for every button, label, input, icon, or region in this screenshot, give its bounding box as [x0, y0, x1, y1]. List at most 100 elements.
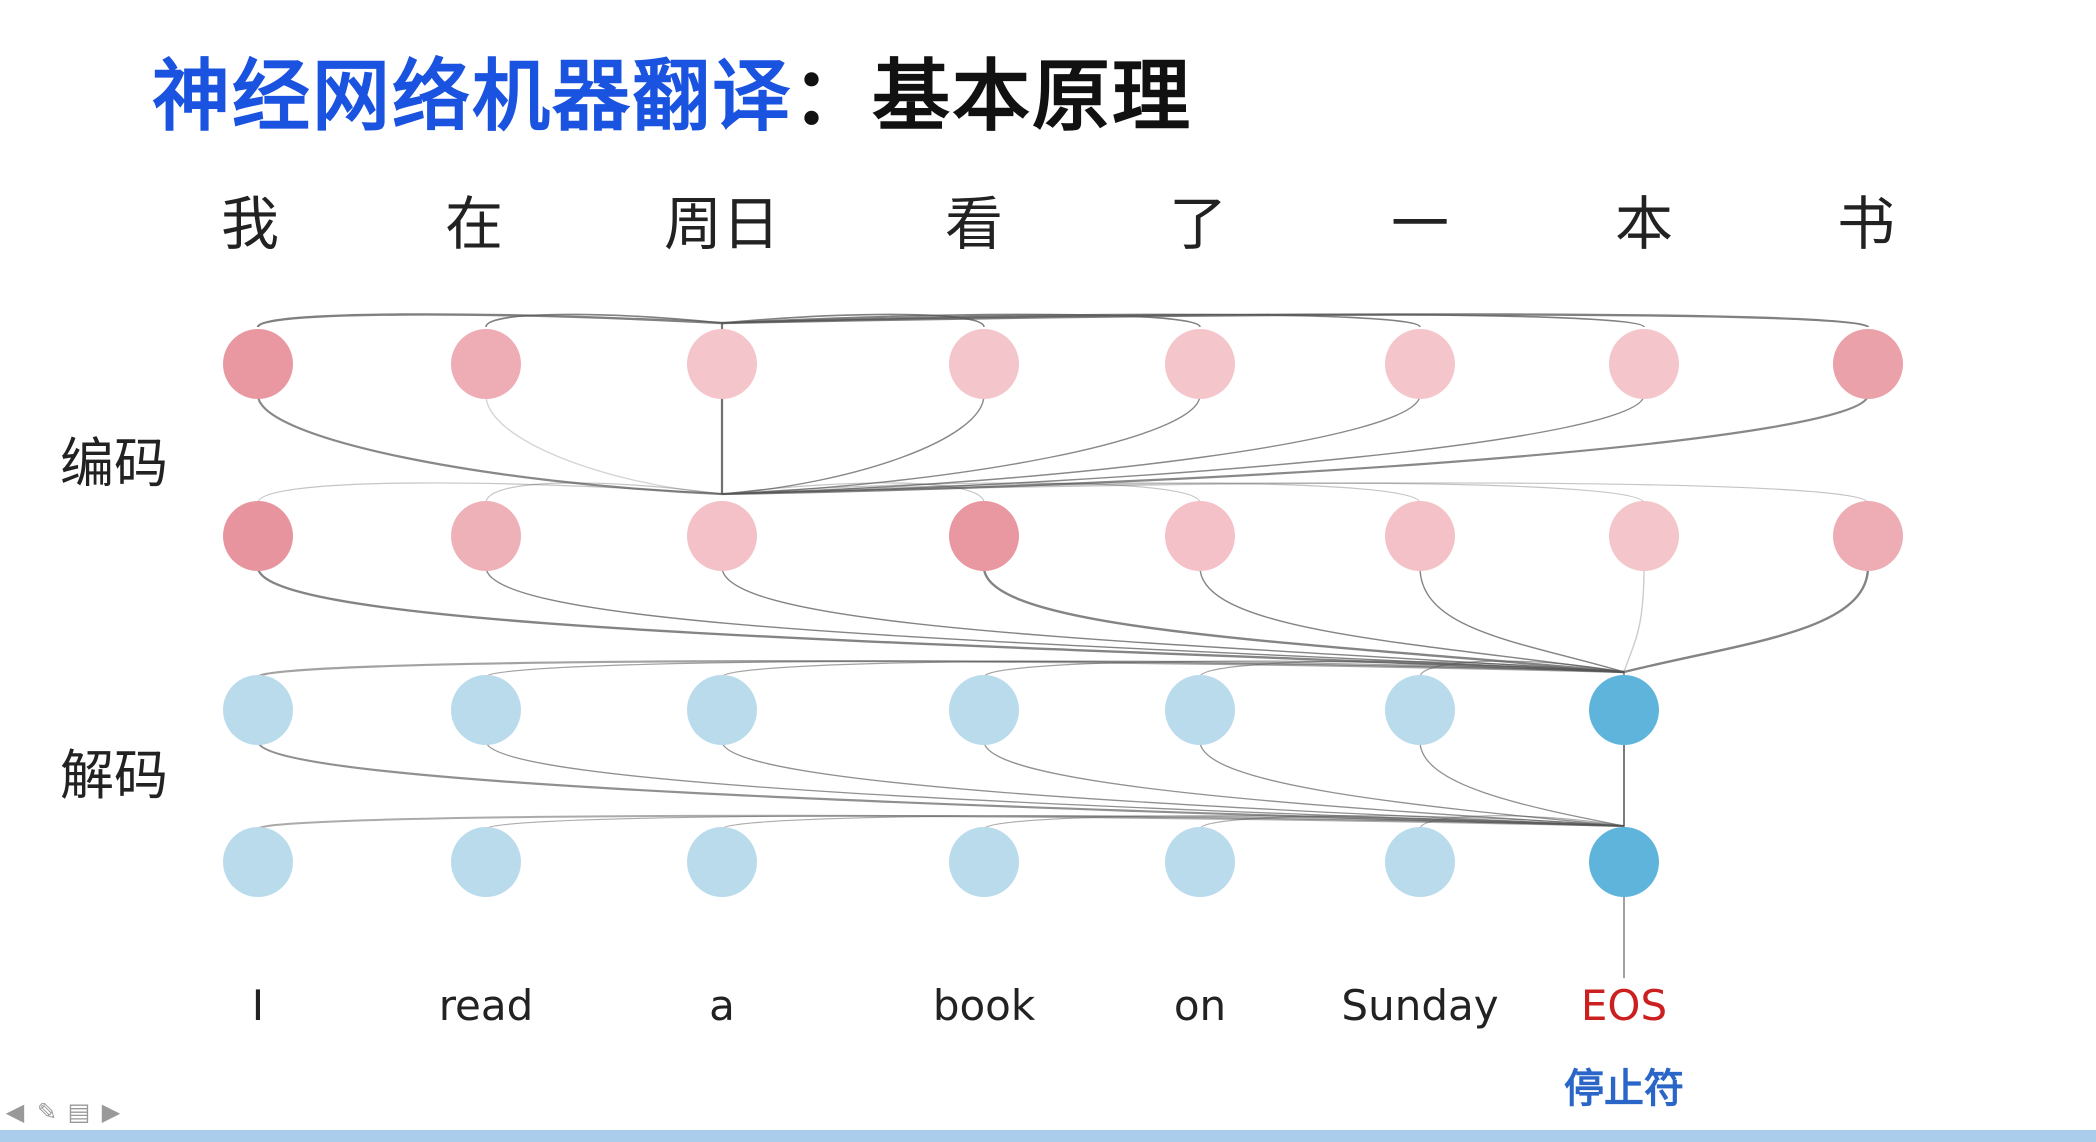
attention-edge	[1199, 660, 1625, 678]
attention-edge	[983, 815, 1625, 830]
attention-edge	[485, 740, 1625, 827]
attention-edge	[485, 313, 723, 328]
source-token: 一	[1391, 190, 1449, 258]
attention-edge	[256, 313, 723, 328]
attention-edge	[1419, 740, 1625, 827]
decoder-node	[949, 675, 1019, 745]
attention-edge	[1623, 566, 1645, 673]
source-token: 周日	[664, 190, 780, 258]
encoder-label: 编码	[60, 432, 168, 495]
attention-edge	[1623, 566, 1870, 674]
attention-edge	[721, 394, 1870, 496]
encoder-node	[1165, 329, 1235, 399]
attention-edge	[721, 482, 1869, 504]
attention-edge	[1419, 566, 1625, 673]
encoder-node	[1385, 501, 1455, 571]
attention-edge	[721, 482, 1201, 504]
decoder-node	[949, 827, 1019, 897]
attention-edge	[721, 394, 1645, 495]
source-token: 本	[1615, 190, 1673, 258]
network-nodes	[223, 329, 1903, 897]
decoder-label: 解码	[60, 744, 168, 807]
encoder-node	[949, 501, 1019, 571]
attention-edge	[485, 482, 723, 504]
attention-edge	[721, 482, 985, 504]
source-token: 了	[1169, 190, 1227, 258]
page-title: 神经网络机器翻译：基本原理	[152, 34, 1192, 146]
attention-edge	[721, 394, 1421, 495]
encoder-node	[949, 329, 1019, 399]
encoder-node	[451, 501, 521, 571]
arrow-right-icon[interactable]: ▶	[101, 1098, 121, 1126]
attention-edge	[257, 814, 1625, 830]
attention-edge	[1199, 566, 1625, 673]
attention-edge	[721, 394, 985, 495]
decoder-node	[687, 675, 757, 745]
attention-edge	[721, 566, 1625, 673]
decoder-node	[1385, 675, 1455, 745]
decoder-node	[1165, 827, 1235, 897]
attention-edge	[256, 566, 1625, 674]
target-token: on	[1174, 981, 1226, 1030]
attention-edge	[721, 482, 1645, 504]
attention-edge	[721, 313, 985, 328]
attention-edge	[256, 394, 723, 496]
attention-edge	[485, 394, 723, 495]
decoder-node	[223, 827, 293, 897]
encoder-node	[1609, 501, 1679, 571]
bottom-bar	[0, 1130, 2096, 1142]
encoder-node	[1165, 501, 1235, 571]
attention-edge	[485, 815, 1625, 830]
decoder-node	[451, 827, 521, 897]
attention-edge	[721, 482, 1421, 504]
attention-edge	[721, 313, 1870, 329]
attention-edge	[256, 659, 1625, 679]
encoder-node	[687, 501, 757, 571]
stop-caption: 停止符	[1564, 1066, 1684, 1112]
arrow-left-icon[interactable]: ◀	[5, 1098, 25, 1126]
encoder-node	[1385, 329, 1455, 399]
attention-edges	[256, 313, 1870, 978]
attention-edge	[1419, 815, 1625, 830]
target-token: Sunday	[1341, 981, 1498, 1030]
decoder-node	[451, 675, 521, 745]
encoder-node	[1833, 329, 1903, 399]
decoder-node	[1385, 827, 1455, 897]
pen-icon[interactable]: ✎	[36, 1098, 58, 1126]
target-token: a	[709, 981, 735, 1030]
encoder-node	[223, 329, 293, 399]
decoder-node	[1589, 675, 1659, 745]
eos-token: EOS	[1581, 981, 1667, 1030]
decoder-node	[223, 675, 293, 745]
encoder-node	[223, 501, 293, 571]
attention-edge	[982, 566, 1625, 674]
attention-edge	[721, 394, 1201, 495]
source-token: 在	[445, 190, 503, 258]
attention-edge	[721, 740, 1625, 827]
decoder-node	[1589, 827, 1659, 897]
encoder-node	[1609, 329, 1679, 399]
encoder-node	[451, 329, 521, 399]
attention-edge	[485, 566, 1625, 673]
slide-toolbar: ◀ ✎ ▤ ▶	[0, 1094, 142, 1130]
attention-edge	[721, 660, 1625, 678]
attention-edge	[257, 482, 723, 504]
attention-edge	[256, 740, 1625, 828]
target-token: I	[252, 981, 264, 1030]
decoder-node	[1165, 675, 1235, 745]
source-token: 我	[221, 190, 279, 258]
attention-edge	[983, 660, 1625, 678]
attention-edge	[1199, 815, 1625, 830]
target-token: book	[933, 981, 1036, 1030]
decoder-node	[687, 827, 757, 897]
source-token: 书	[1837, 190, 1895, 258]
title-blue-part: 神经网络机器翻译	[152, 52, 793, 142]
menu-icon[interactable]: ▤	[67, 1098, 91, 1126]
attention-edge	[721, 815, 1625, 830]
encoder-node	[1833, 501, 1903, 571]
attention-edge	[485, 660, 1625, 678]
source-token: 看	[945, 190, 1003, 258]
